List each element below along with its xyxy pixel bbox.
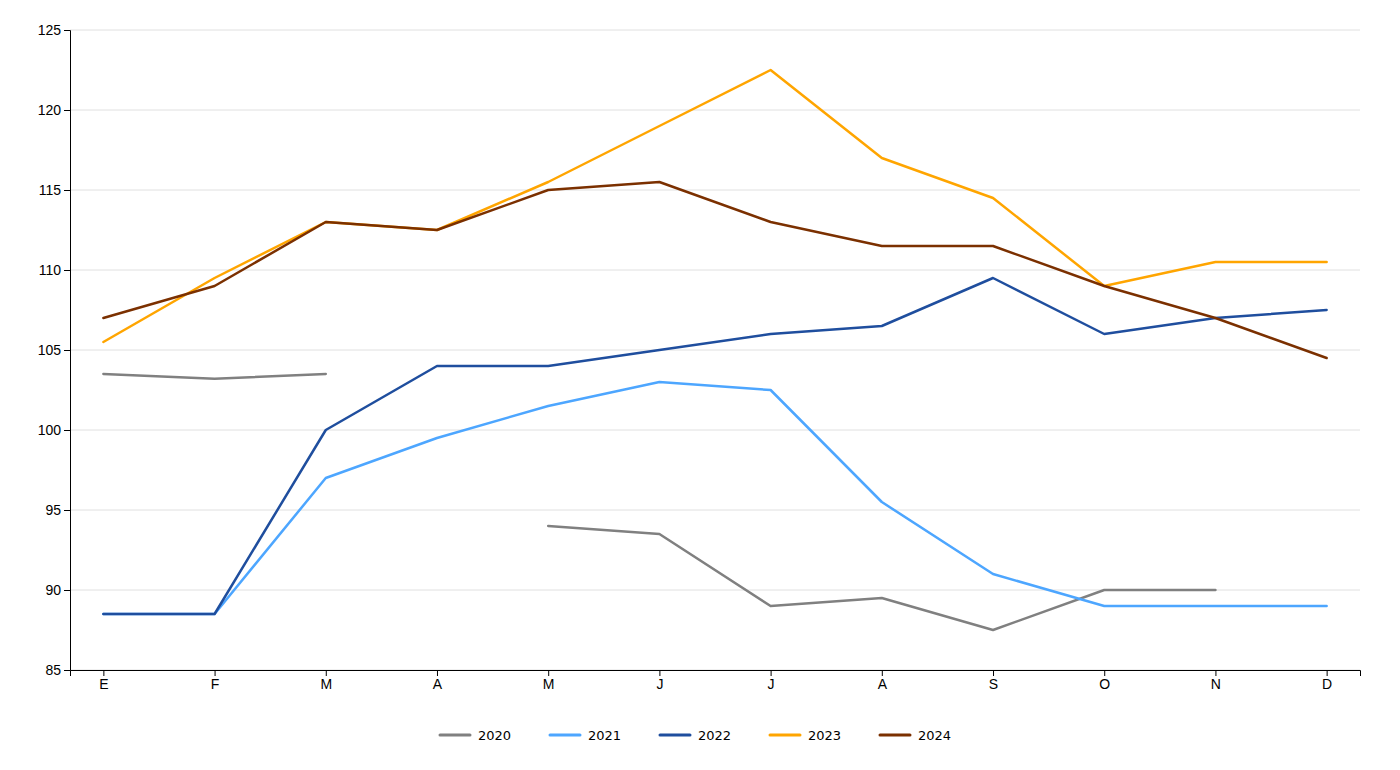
x-tick-label: J [768, 676, 775, 692]
y-axis: 85 90 95 100 105 110 115 120 125 [38, 22, 71, 678]
grid-line [70, 510, 1360, 511]
x-tick-label: A [433, 676, 443, 692]
x-tick-label: M [543, 676, 555, 692]
legend-swatch [550, 734, 580, 737]
legend-item: 2020 [440, 728, 511, 743]
y-tick-label: 100 [38, 422, 62, 438]
legend-label: 2023 [808, 728, 841, 743]
grid-line [70, 430, 1360, 431]
x-tick-label: D [1322, 676, 1332, 692]
y-tick-mark [64, 190, 70, 191]
plot: 85 90 95 100 105 110 115 120 125 E F M A M J J A S O N D [38, 22, 1361, 692]
y-tick: 95 [45, 502, 70, 518]
series-line [103, 374, 1215, 630]
y-tick: 105 [38, 342, 70, 358]
legend-swatch [770, 734, 800, 737]
legend-label: 2021 [588, 728, 621, 743]
legend-item: 2024 [880, 728, 951, 743]
legend-item: 2023 [770, 728, 841, 743]
y-tick-mark [64, 350, 70, 351]
y-tick-mark [64, 430, 70, 431]
y-tick-mark [64, 270, 70, 271]
grid [70, 30, 1360, 670]
legend-swatch [660, 734, 690, 737]
y-axis-line [64, 31, 71, 671]
y-tick: 125 [38, 22, 70, 38]
legend-label: 2022 [698, 728, 731, 743]
x-axis: EFMAMJJASOND [71, 670, 1361, 692]
legend-label: 2024 [918, 728, 951, 743]
grid-line [70, 270, 1360, 271]
x-tick-label: N [1211, 676, 1221, 692]
y-tick-label: 120 [38, 102, 62, 118]
x-tick: D [1322, 670, 1332, 692]
legend-item: 2022 [660, 728, 731, 743]
y-tick: 115 [39, 182, 70, 198]
y-tick-label: 85 [45, 662, 61, 678]
grid-line [70, 110, 1360, 111]
x-tick-label: F [211, 676, 220, 692]
y-tick-label: 95 [45, 502, 61, 518]
x-tick: J [768, 670, 775, 692]
y-tick-label: 115 [39, 182, 62, 198]
y-tick-mark [64, 590, 70, 591]
y-tick: 110 [39, 262, 70, 278]
y-tick-mark [64, 510, 70, 511]
y-tick-mark [64, 110, 70, 111]
y-tick: 120 [38, 102, 70, 118]
legend-swatch [440, 734, 470, 737]
legend-label: 2020 [478, 728, 511, 743]
x-axis-line [71, 671, 1361, 677]
x-tick: N [1211, 670, 1221, 692]
legend: 2020 2021 2022 2023 2024 [440, 728, 951, 743]
y-tick-label: 90 [45, 582, 61, 598]
y-tick-label: 110 [39, 262, 62, 278]
legend-item: 2021 [550, 728, 621, 743]
series-line [103, 382, 1326, 614]
y-tick: 85 [45, 662, 70, 678]
series-line [103, 278, 1326, 614]
x-tick-label: M [320, 676, 332, 692]
grid-line [70, 190, 1360, 191]
series-line [103, 70, 1326, 342]
legend-swatch [880, 734, 910, 737]
x-tick: F [211, 670, 220, 692]
y-tick: 100 [38, 422, 70, 438]
chart: 85 90 95 100 105 110 115 120 125 E F M A M J J A S O N D 2020… [0, 0, 1400, 770]
x-tick-label: S [989, 676, 998, 692]
y-tick-label: 105 [38, 342, 62, 358]
x-tick-label: A [878, 676, 888, 692]
grid-line [70, 350, 1360, 351]
x-tick: A [878, 670, 888, 692]
x-tick: M [320, 670, 332, 692]
x-tick: A [433, 670, 443, 692]
y-tick: 90 [45, 582, 70, 598]
x-tick: J [656, 670, 663, 692]
series-line [103, 182, 1326, 358]
x-tick: S [989, 670, 998, 692]
x-tick-label: O [1099, 676, 1110, 692]
y-tick-label: 125 [38, 22, 62, 38]
x-tick: M [543, 670, 555, 692]
lines [103, 70, 1326, 630]
grid-line [70, 30, 1360, 31]
x-tick: O [1099, 670, 1110, 692]
y-tick-mark [64, 670, 70, 671]
x-tick: E [99, 670, 108, 692]
x-tick-label: E [99, 676, 108, 692]
y-tick-mark [64, 30, 70, 31]
x-tick-label: J [656, 676, 663, 692]
